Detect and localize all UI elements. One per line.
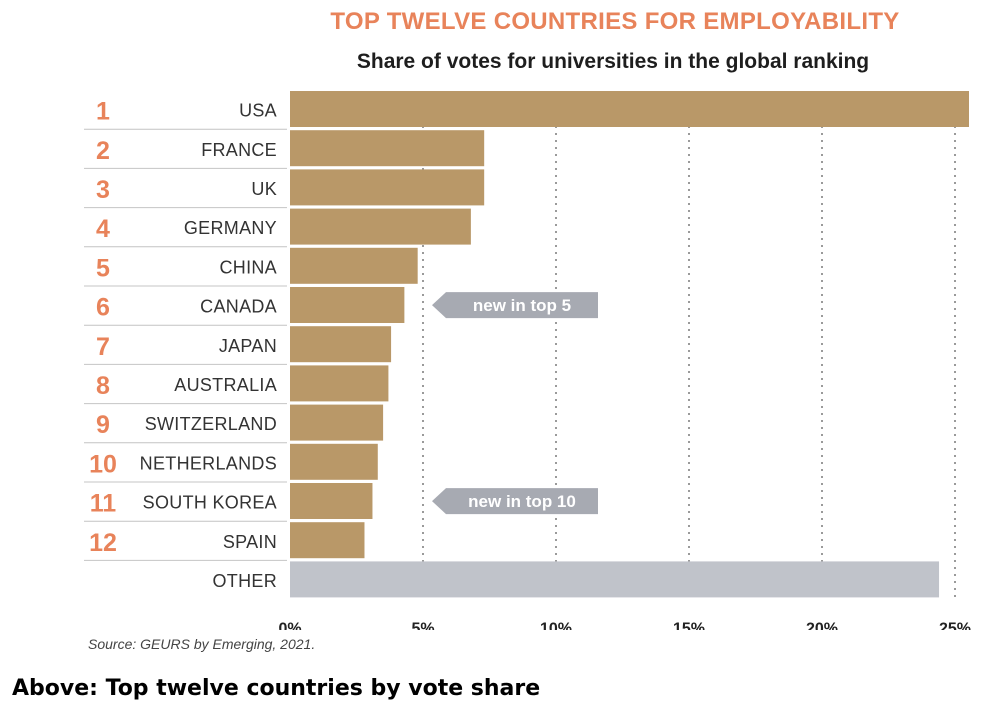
- category-label: SOUTH KOREA: [143, 493, 277, 513]
- category-label: OTHER: [213, 571, 278, 591]
- category-label: SPAIN: [223, 532, 277, 552]
- rank-label: 6: [96, 294, 110, 322]
- bar-france: [290, 130, 485, 167]
- x-tick-label: 10%: [540, 621, 572, 630]
- rank-label: 12: [89, 529, 117, 557]
- bar-uk: [290, 169, 485, 206]
- x-tick-label: 25%: [939, 621, 971, 630]
- rank-label: 3: [96, 176, 110, 204]
- category-label: GERMANY: [184, 218, 277, 238]
- bar-germany: [290, 208, 471, 245]
- bar-other: [290, 561, 940, 598]
- bar-switzerland: [290, 404, 384, 441]
- rank-label: 2: [96, 137, 110, 165]
- callout-arrow: [432, 488, 598, 515]
- chart-subtitle: Share of votes for universities in the g…: [356, 50, 870, 73]
- category-label: FRANCE: [201, 140, 277, 160]
- bar-chart: USA 1 FRANCE 2 UK 3 GERMANY 4 CHINA 5 CANADA 6 JAPAN…: [84, 91, 971, 630]
- rank-label: 11: [90, 490, 117, 518]
- category-label: NETHERLANDS: [140, 453, 277, 473]
- callout-label: new in top 5: [473, 296, 571, 315]
- category-label: SWITZERLAND: [145, 414, 277, 434]
- callout-label: new in top 10: [468, 492, 576, 511]
- figure-caption: Above: Top twelve countries by vote shar…: [12, 676, 541, 701]
- x-tick-label: 0%: [278, 621, 301, 630]
- bar-australia: [290, 365, 389, 402]
- bar-spain: [290, 522, 365, 559]
- category-label: CANADA: [200, 297, 277, 317]
- rank-label: 7: [96, 333, 110, 361]
- chart-title: TOP TWELVE COUNTRIES FOR EMPLOYABILITY: [330, 8, 900, 35]
- chart-source: Source: GEURS by Emerging, 2021.: [88, 636, 316, 652]
- bar-netherlands: [290, 443, 378, 480]
- rank-label: 10: [89, 450, 117, 478]
- bar-south-korea: [290, 483, 373, 519]
- x-tick-label: 5%: [411, 621, 434, 630]
- category-label: USA: [239, 101, 277, 121]
- bar-usa: [290, 91, 969, 127]
- category-label: JAPAN: [219, 336, 277, 356]
- bar-japan: [290, 326, 392, 363]
- rank-label: 1: [96, 98, 110, 126]
- rank-label: 8: [96, 372, 110, 400]
- x-tick-label: 15%: [673, 621, 705, 630]
- x-tick-label: 20%: [806, 621, 838, 630]
- bar-china: [290, 247, 418, 284]
- category-label: AUSTRALIA: [174, 375, 277, 395]
- category-label: CHINA: [219, 257, 277, 277]
- rank-label: 4: [96, 215, 110, 243]
- callout-arrow: [432, 292, 598, 319]
- category-label: UK: [251, 179, 277, 199]
- rank-label: 5: [96, 254, 110, 282]
- rank-label: 9: [96, 411, 110, 439]
- bar-canada: [290, 287, 405, 323]
